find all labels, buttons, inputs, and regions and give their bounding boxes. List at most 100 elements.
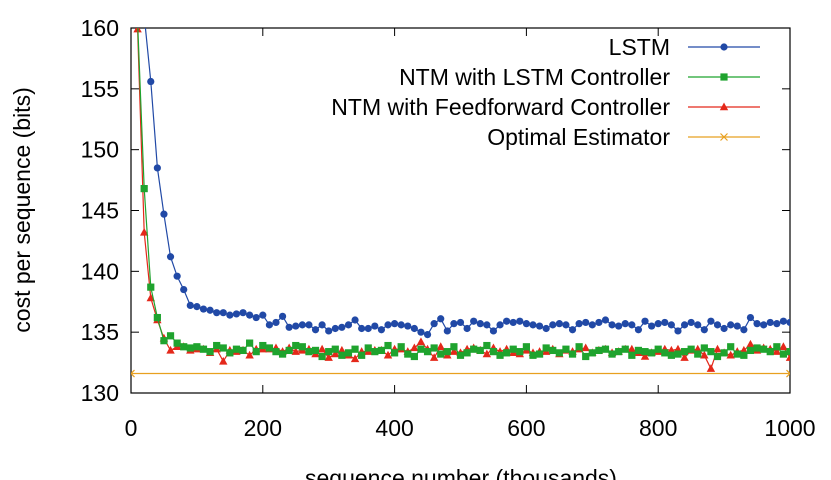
data-point-ntm-with-lstm-controller (549, 346, 557, 355)
data-point-lstm (292, 322, 300, 330)
data-point-ntm-with-feedforward-controller (726, 350, 735, 359)
data-point-lstm (621, 320, 629, 328)
data-point-lstm (450, 320, 458, 328)
data-point-lstm (720, 324, 728, 333)
data-point-lstm (680, 321, 689, 329)
data-point-ntm-with-feedforward-controller (139, 227, 149, 236)
data-point-lstm (575, 320, 583, 328)
data-point-lstm (773, 320, 781, 328)
data-point-ntm-with-lstm-controller (568, 350, 577, 358)
data-point-ntm-with-lstm-controller (773, 343, 781, 351)
data-point-lstm (667, 321, 675, 329)
data-point-ntm-with-feedforward-controller (640, 352, 650, 360)
data-point-lstm (786, 318, 790, 327)
y-tick-label: 145 (81, 198, 119, 224)
data-point-ntm-with-lstm-controller (733, 350, 741, 358)
data-point-lstm (206, 306, 214, 314)
data-point-ntm-with-lstm-controller (746, 346, 755, 355)
data-point-ntm-with-lstm-controller (496, 351, 504, 359)
data-point-lstm (344, 321, 353, 329)
data-point-lstm (285, 323, 293, 331)
x-axis-title: sequence number (thousands) (305, 465, 617, 480)
data-point-ntm-with-lstm-controller (147, 283, 155, 291)
data-point-ntm-with-lstm-controller (272, 348, 280, 356)
data-point-lstm (470, 317, 478, 325)
data-point-ntm-with-lstm-controller (760, 345, 768, 353)
data-point-lstm (239, 309, 247, 317)
data-point-lstm (173, 272, 181, 280)
data-point-ntm-with-feedforward-controller (706, 364, 716, 372)
data-point-ntm-with-lstm-controller (160, 337, 168, 345)
data-point-ntm-with-lstm-controller (410, 352, 418, 361)
data-point-ntm-with-lstm-controller (443, 348, 451, 356)
data-point-lstm (661, 318, 669, 327)
data-point-ntm-with-lstm-controller (476, 346, 484, 355)
data-point-lstm (272, 318, 280, 327)
data-point-ntm-with-feedforward-controller (746, 339, 755, 348)
data-point-lstm (423, 331, 432, 339)
legend-label: LSTM (609, 34, 670, 60)
data-point-ntm-with-lstm-controller (588, 349, 596, 357)
data-point-ntm-with-lstm-controller (516, 348, 524, 356)
data-point-ntm-with-lstm-controller (740, 351, 748, 359)
legend-label: NTM with Feedforward Controller (331, 94, 670, 120)
data-point-ntm-with-lstm-controller (634, 346, 643, 355)
series-optimal-estimator (131, 369, 790, 378)
data-point-lstm (648, 322, 656, 330)
data-point-lstm (713, 321, 722, 329)
data-point-lstm (331, 324, 339, 333)
data-point-ntm-with-lstm-controller (292, 341, 300, 350)
data-point-ntm-with-lstm-controller (344, 349, 353, 357)
data-point-lstm (180, 285, 188, 294)
data-point-lstm (456, 318, 465, 327)
data-point-lstm (463, 324, 471, 333)
data-point-ntm-with-feedforward-controller (350, 354, 360, 363)
data-point-lstm (483, 321, 491, 329)
legend-swatch-marker (720, 133, 728, 141)
data-point-ntm-with-lstm-controller (384, 341, 392, 350)
data-point-lstm (371, 322, 379, 330)
data-point-ntm-with-lstm-controller (193, 343, 201, 351)
data-point-ntm-with-lstm-controller (298, 343, 306, 351)
data-point-ntm-with-lstm-controller (621, 345, 629, 353)
data-point-ntm-with-lstm-controller (727, 343, 735, 351)
data-point-lstm (753, 320, 761, 328)
data-point-lstm (351, 316, 359, 324)
data-point-ntm-with-lstm-controller (667, 351, 675, 359)
data-point-lstm (252, 313, 260, 322)
data-point-lstm (278, 312, 287, 320)
data-point-ntm-with-lstm-controller (555, 349, 563, 357)
data-point-ntm-with-lstm-controller (628, 351, 636, 359)
data-point-ntm-with-lstm-controller (700, 344, 708, 352)
data-point-ntm-with-feedforward-controller (317, 344, 327, 353)
data-point-ntm-with-feedforward-controller (410, 343, 419, 352)
data-point-ntm-with-lstm-controller (522, 343, 530, 351)
data-point-ntm-with-lstm-controller (456, 351, 465, 359)
data-point-lstm (232, 310, 241, 318)
data-point-ntm-with-lstm-controller (226, 349, 234, 357)
data-point-ntm-with-lstm-controller (364, 344, 372, 352)
data-point-lstm (377, 326, 386, 334)
data-point-ntm-with-lstm-controller (338, 351, 346, 359)
y-tick-label: 160 (81, 15, 119, 41)
data-point-ntm-with-lstm-controller (542, 344, 550, 352)
data-point-ntm-with-lstm-controller (371, 348, 379, 356)
data-point-lstm (509, 318, 517, 327)
data-point-ntm-with-lstm-controller (252, 348, 260, 356)
data-point-ntm-with-lstm-controller (311, 346, 320, 355)
legend: LSTM NTM with LSTM Controller NTM with Fee… (331, 34, 760, 150)
data-point-ntm-with-lstm-controller (529, 351, 537, 359)
data-point-ntm-with-lstm-controller (186, 344, 194, 352)
data-point-lstm (364, 324, 372, 333)
data-point-ntm-with-lstm-controller (615, 348, 623, 356)
data-point-lstm (588, 321, 596, 329)
data-point-ntm-with-lstm-controller (377, 346, 386, 355)
data-point-ntm-with-lstm-controller (206, 348, 214, 356)
data-point-lstm (601, 316, 610, 324)
data-point-lstm (568, 326, 577, 334)
data-point-ntm-with-lstm-controller (654, 345, 662, 353)
data-point-ntm-with-lstm-controller (601, 345, 610, 353)
data-point-lstm (766, 318, 774, 327)
